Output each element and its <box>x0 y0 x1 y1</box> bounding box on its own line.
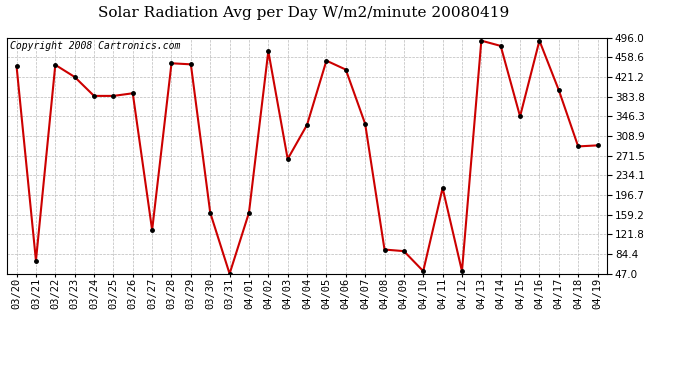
Text: Solar Radiation Avg per Day W/m2/minute 20080419: Solar Radiation Avg per Day W/m2/minute … <box>98 6 509 20</box>
Text: Copyright 2008 Cartronics.com: Copyright 2008 Cartronics.com <box>10 41 180 51</box>
